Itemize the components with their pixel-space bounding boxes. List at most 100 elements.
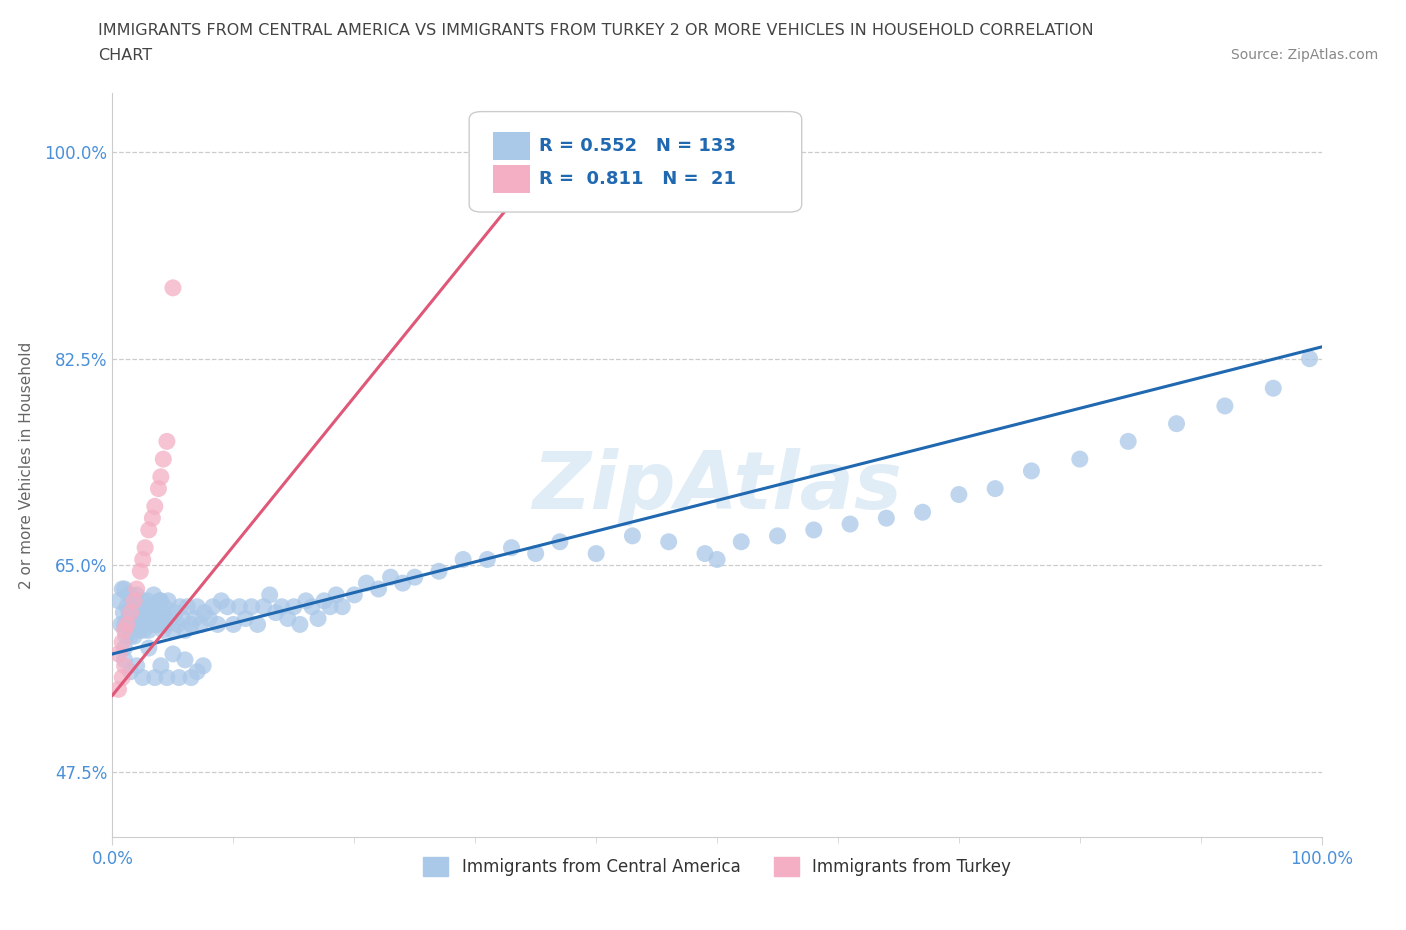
Point <box>948 487 970 502</box>
Point <box>253 599 276 614</box>
Point <box>159 611 181 626</box>
Point <box>451 552 474 567</box>
Point <box>1166 417 1188 432</box>
Point <box>125 658 148 673</box>
Point <box>277 611 299 626</box>
Point <box>146 611 169 626</box>
Point <box>134 540 156 555</box>
Point <box>501 540 523 555</box>
Point <box>325 588 347 603</box>
Point <box>162 646 184 661</box>
Point <box>115 617 138 631</box>
Point <box>152 452 174 467</box>
Point <box>312 593 335 608</box>
Point <box>839 516 862 531</box>
Point <box>259 588 281 603</box>
Point <box>149 593 172 608</box>
Point <box>524 546 547 561</box>
Point <box>228 599 250 614</box>
Point <box>117 588 139 603</box>
Point <box>246 617 269 631</box>
Point <box>356 576 378 591</box>
Point <box>1213 399 1236 414</box>
Point <box>190 617 212 631</box>
Point <box>1298 352 1320 366</box>
Point <box>235 611 257 626</box>
Point <box>136 593 159 608</box>
Point <box>149 593 172 608</box>
Point <box>367 581 389 596</box>
Point <box>264 605 287 620</box>
Point <box>114 629 136 644</box>
Point <box>621 528 644 543</box>
Point <box>149 470 172 485</box>
Point <box>156 434 179 449</box>
Point <box>330 599 353 614</box>
Text: IMMIGRANTS FROM CENTRAL AMERICA VS IMMIGRANTS FROM TURKEY 2 OR MORE VEHICLES IN : IMMIGRANTS FROM CENTRAL AMERICA VS IMMIG… <box>98 23 1094 38</box>
Point <box>149 611 172 626</box>
Point <box>143 617 166 631</box>
Point <box>125 581 148 596</box>
Point <box>193 605 215 620</box>
Point <box>124 593 146 608</box>
Point <box>477 552 499 567</box>
Point <box>141 599 163 614</box>
Point <box>120 588 142 603</box>
Point <box>198 611 221 626</box>
Bar <box>494 166 530 193</box>
Point <box>111 634 134 649</box>
Point <box>157 593 180 608</box>
Point <box>132 593 155 608</box>
Point <box>288 617 311 631</box>
Point <box>114 658 136 673</box>
Point <box>283 599 305 614</box>
Point <box>1021 463 1043 478</box>
Point <box>174 653 197 668</box>
Point <box>693 546 716 561</box>
Point <box>209 593 232 608</box>
Point <box>201 599 224 614</box>
Point <box>138 641 160 656</box>
Point <box>125 588 148 603</box>
Point <box>132 611 155 626</box>
Point <box>120 664 142 679</box>
Point <box>127 611 149 626</box>
Point <box>404 570 426 585</box>
Text: CHART: CHART <box>98 48 152 63</box>
Point <box>114 623 136 638</box>
Point <box>162 623 184 638</box>
Point <box>132 671 155 685</box>
Point <box>156 671 179 685</box>
Point <box>295 593 318 608</box>
Point <box>191 658 214 673</box>
Point <box>875 511 897 525</box>
Point <box>117 611 139 626</box>
Point <box>122 599 145 614</box>
Point <box>167 671 190 685</box>
Point <box>166 617 188 631</box>
Point <box>122 629 145 644</box>
Point <box>150 605 173 620</box>
Point <box>107 646 129 661</box>
Point <box>138 623 160 638</box>
Point <box>301 599 323 614</box>
Point <box>135 617 157 631</box>
Point <box>186 664 208 679</box>
Point <box>155 611 177 626</box>
Point <box>111 671 134 685</box>
Point <box>131 617 153 631</box>
Point <box>176 599 198 614</box>
Point <box>114 653 136 668</box>
Text: ZipAtlas: ZipAtlas <box>531 448 903 526</box>
Point <box>319 599 342 614</box>
Point <box>142 588 165 603</box>
Point <box>183 611 205 626</box>
Point <box>138 523 160 538</box>
Point <box>803 523 825 538</box>
Point <box>156 617 179 631</box>
Point <box>240 599 263 614</box>
Point <box>911 505 934 520</box>
Point <box>112 605 135 620</box>
Point <box>134 605 156 620</box>
Point <box>120 605 142 620</box>
